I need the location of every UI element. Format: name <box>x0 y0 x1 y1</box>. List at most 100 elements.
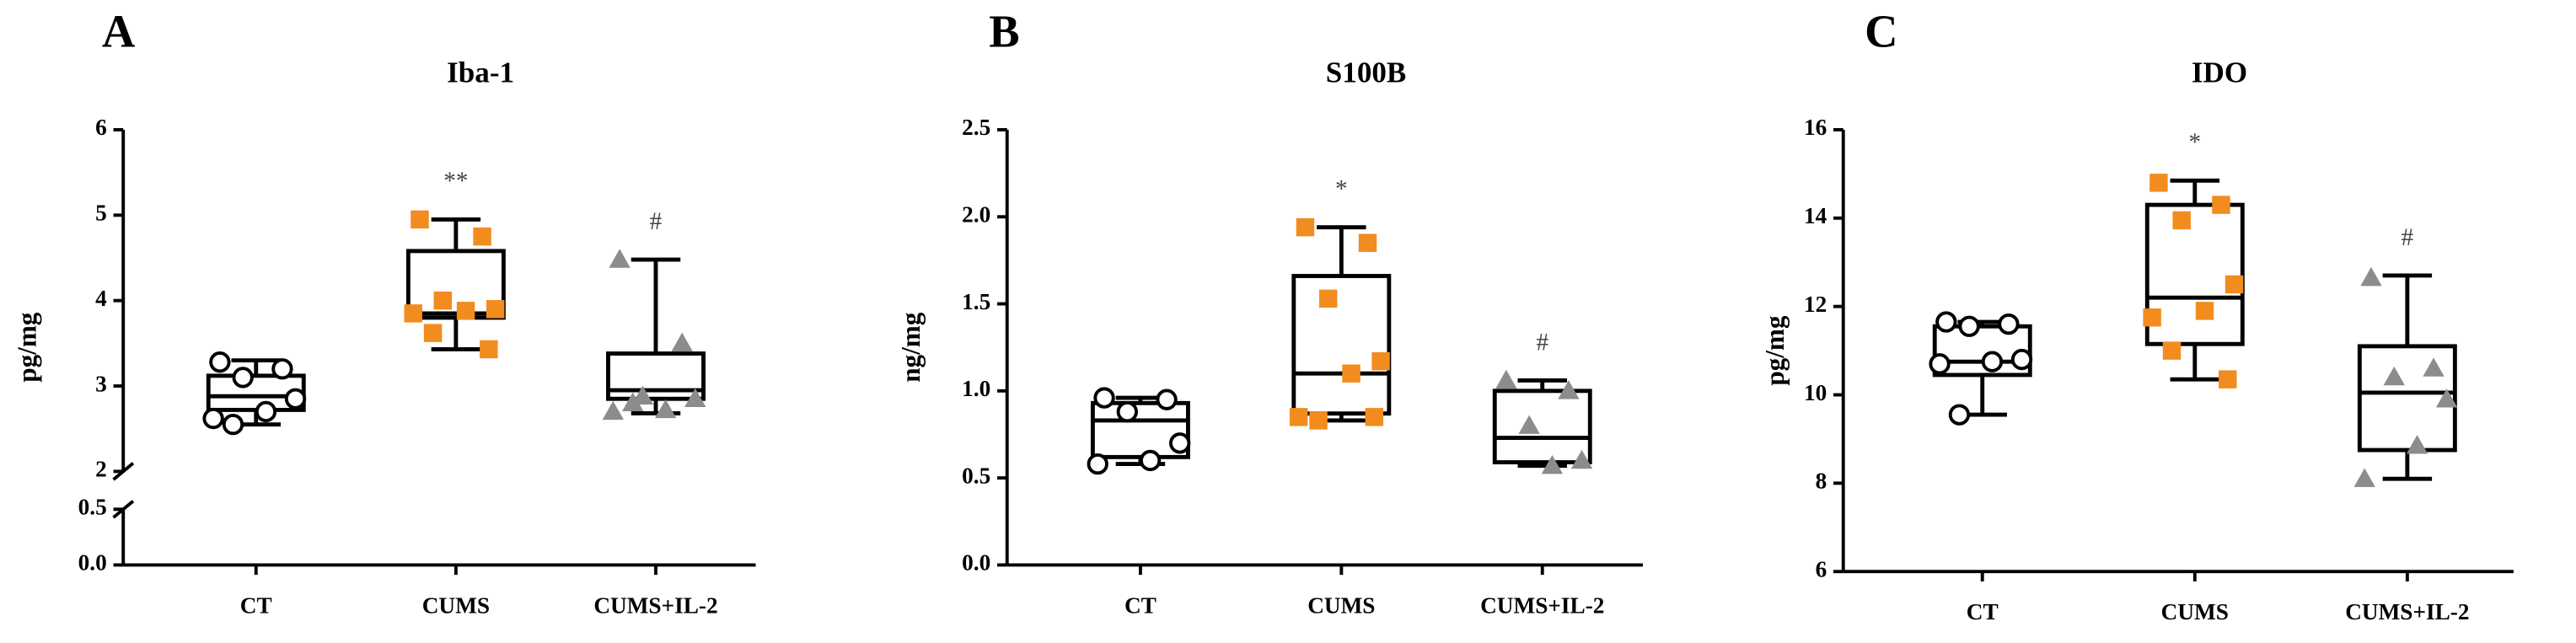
data-point <box>1371 352 1390 371</box>
y-tick-label: 2.5 <box>962 115 990 140</box>
chart-title: Iba-1 <box>447 56 514 89</box>
y-tick-label: 6 <box>95 115 107 140</box>
data-point <box>1309 411 1328 430</box>
y-axis-label: ng/mg <box>896 312 926 383</box>
data-point <box>1342 364 1360 383</box>
x-tick-label: CUMS+IL-2 <box>2345 599 2469 624</box>
x-tick-label: CUMS+IL-2 <box>1480 592 1604 618</box>
data-point <box>684 388 706 407</box>
data-point <box>2162 341 2182 360</box>
data-point <box>622 392 644 412</box>
x-tick-label: CT <box>1967 599 1999 624</box>
box <box>2357 344 2457 453</box>
data-point <box>2360 266 2382 287</box>
data-point <box>1116 400 1138 423</box>
y-axis-label: pg/mg <box>1760 315 1790 386</box>
data-point <box>222 413 244 436</box>
data-point <box>2383 366 2405 386</box>
data-point <box>1358 233 1377 252</box>
data-point <box>1156 388 1178 410</box>
data-point <box>473 227 491 246</box>
x-tick-label: CT <box>240 592 272 618</box>
data-point <box>271 358 293 380</box>
data-point <box>631 385 654 405</box>
data-point <box>1998 313 2020 335</box>
data-point <box>2423 357 2445 377</box>
significance-mark: # <box>1536 329 1548 356</box>
panel-label: C <box>1865 5 1897 56</box>
data-point <box>2224 275 2244 294</box>
data-point <box>1541 455 1564 474</box>
data-point <box>480 340 498 359</box>
data-point <box>1570 449 1593 469</box>
box <box>1492 388 1592 464</box>
data-point <box>1319 289 1338 308</box>
data-point <box>2149 174 2168 192</box>
significance-mark: # <box>650 208 663 235</box>
y-tick-label: 12 <box>1804 292 1827 317</box>
data-point <box>655 399 677 419</box>
y-tick-label: 0.5 <box>78 495 107 520</box>
data-point <box>2406 435 2428 454</box>
y-tick-label: 6 <box>1816 556 1827 581</box>
data-point <box>1169 432 1191 454</box>
box <box>2144 202 2245 346</box>
data-point <box>1981 351 2004 372</box>
y-tick-label: 3 <box>95 371 107 396</box>
significance-mark: # <box>2402 224 2414 251</box>
y-tick-label: 2 <box>95 457 107 482</box>
data-point <box>404 304 422 323</box>
data-point <box>1558 380 1580 399</box>
significance-mark: ** <box>443 168 468 195</box>
x-tick-label: CUMS <box>1307 592 1375 618</box>
significance-mark: * <box>2188 129 2201 156</box>
data-point <box>671 332 693 352</box>
data-point <box>2172 211 2191 230</box>
y-tick-label: 5 <box>95 201 107 226</box>
x-tick-label: CUMS+IL-2 <box>593 592 717 618</box>
x-tick-label: CUMS <box>422 592 490 618</box>
data-point <box>232 367 254 388</box>
data-point <box>1296 217 1315 237</box>
data-point <box>2010 348 2033 371</box>
data-point <box>609 249 631 268</box>
data-point <box>1518 415 1540 434</box>
box <box>606 351 706 401</box>
y-tick-label: 10 <box>1804 380 1827 405</box>
data-point <box>1289 408 1308 426</box>
data-point <box>2195 302 2214 320</box>
data-point <box>1495 369 1517 389</box>
data-point <box>1093 387 1115 409</box>
data-point <box>284 388 307 410</box>
data-point <box>456 302 475 320</box>
y-tick-label: 14 <box>1804 203 1827 228</box>
y-tick-label: 0.5 <box>962 463 990 488</box>
box <box>1932 324 2032 378</box>
y-axis-label: pg/mg <box>12 312 41 383</box>
x-tick-label: CUMS <box>2161 599 2229 624</box>
data-point <box>255 400 277 423</box>
data-point <box>2219 370 2237 388</box>
data-point <box>1365 408 1384 426</box>
x-tick-label: CT <box>1124 592 1157 618</box>
chart-title: IDO <box>2192 56 2247 89</box>
data-point <box>433 291 453 310</box>
data-point <box>209 351 231 373</box>
y-tick-label: 16 <box>1804 115 1827 140</box>
panel-label: B <box>989 5 1019 56</box>
y-tick-label: 4 <box>95 286 107 311</box>
chart-title: S100B <box>1326 56 1407 89</box>
data-point <box>1929 353 1951 375</box>
y-tick-label: 1.5 <box>962 289 990 314</box>
box <box>1291 274 1392 416</box>
data-point <box>2353 468 2375 487</box>
significance-mark: * <box>1335 175 1348 202</box>
data-point <box>423 324 443 342</box>
box <box>405 249 506 320</box>
data-point <box>602 400 624 421</box>
data-point <box>2143 308 2161 327</box>
data-point <box>1948 404 1971 426</box>
data-point <box>486 300 505 319</box>
data-point <box>1139 449 1162 472</box>
